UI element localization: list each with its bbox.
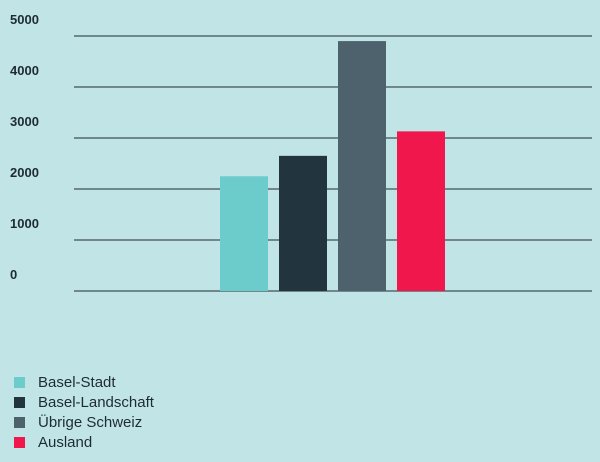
legend-swatch <box>14 396 25 408</box>
legend-swatch <box>14 436 25 448</box>
legend-swatch <box>14 376 25 388</box>
legend: Basel-Stadt Basel-Landschaft Übrige Schwei… <box>14 372 154 452</box>
y-tick-label: 5000 <box>10 12 39 27</box>
y-tick-label: 0 <box>10 267 17 282</box>
legend-item: Basel-Landschaft <box>14 392 154 412</box>
y-tick-label: 2000 <box>10 165 39 180</box>
legend-swatch <box>14 416 25 428</box>
legend-item: Ausland <box>14 432 154 452</box>
legend-label: Basel-Stadt <box>38 373 116 391</box>
bar <box>397 131 445 291</box>
legend-label: Ausland <box>38 433 93 451</box>
bars <box>220 41 445 291</box>
legend-label: Basel-Landschaft <box>38 393 154 411</box>
y-tick-label: 4000 <box>10 63 39 78</box>
legend-label: Übrige Schweiz <box>38 413 143 431</box>
bar <box>220 176 268 291</box>
legend-item: Basel-Stadt <box>14 372 154 392</box>
legend-item: Übrige Schweiz <box>14 412 154 432</box>
y-tick-label: 3000 <box>10 114 39 129</box>
bar <box>279 155 327 291</box>
bar-chart: 5000 4000 3000 2000 1000 0 <box>10 12 592 292</box>
bar <box>338 41 386 291</box>
y-axis-ticks: 5000 4000 3000 2000 1000 0 <box>10 12 39 282</box>
y-tick-label: 1000 <box>10 216 39 231</box>
gridlines <box>74 35 592 292</box>
